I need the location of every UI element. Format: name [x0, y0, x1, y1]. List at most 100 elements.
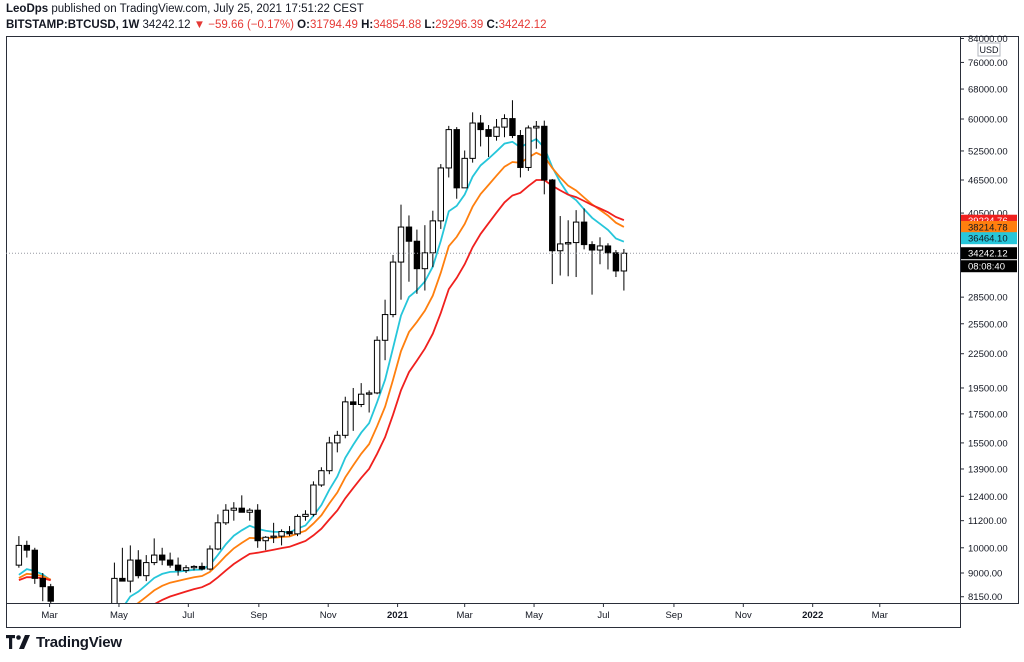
candle[interactable] [158, 547, 166, 566]
candle[interactable] [23, 540, 31, 558]
currency-box[interactable] [977, 42, 1001, 57]
high-label: H: [361, 19, 374, 31]
candle[interactable] [501, 114, 508, 138]
candle[interactable] [166, 552, 174, 568]
published-text: published on TradingView.com, July 25, 2… [51, 3, 364, 15]
candle[interactable] [397, 204, 405, 300]
candle[interactable] [525, 125, 532, 171]
candle[interactable] [143, 555, 150, 582]
candle[interactable] [262, 536, 269, 551]
candle[interactable] [254, 504, 261, 548]
candle[interactable] [310, 481, 317, 517]
candle-body-up [445, 129, 452, 169]
candle-body-down [517, 135, 524, 168]
candle[interactable] [612, 250, 620, 278]
candle[interactable] [47, 583, 54, 610]
candle[interactable] [365, 390, 373, 413]
candle-body-down [477, 122, 484, 131]
candle[interactable] [119, 547, 126, 582]
candle[interactable] [357, 383, 365, 408]
candle[interactable] [588, 241, 596, 295]
candle[interactable] [278, 529, 285, 546]
candle[interactable] [334, 430, 341, 453]
candle-body-up [127, 559, 134, 582]
candle-body-up [421, 252, 429, 270]
close-label: C: [486, 19, 499, 31]
y-tick-label: 46500.00 [968, 175, 1008, 186]
candle[interactable] [182, 565, 190, 573]
candle[interactable] [286, 526, 293, 537]
candle-body-up [15, 544, 23, 566]
candle[interactable] [151, 538, 158, 566]
candle-body-down [604, 245, 612, 254]
candle[interactable] [222, 504, 230, 525]
author-name[interactable]: LeoDps [6, 3, 49, 15]
candle-body-up [533, 125, 540, 129]
candle[interactable] [572, 210, 580, 278]
candle-body-up [278, 531, 285, 537]
candle[interactable] [238, 495, 245, 513]
candle[interactable] [549, 178, 556, 285]
candle[interactable] [389, 254, 397, 318]
x-tick-label: Mar [872, 610, 888, 621]
candle[interactable] [190, 565, 198, 571]
candle[interactable] [214, 514, 222, 551]
candle[interactable] [31, 547, 38, 584]
symbol-label[interactable]: BITSTAMP:BTCUSD, 1W [6, 19, 140, 31]
candle[interactable] [493, 119, 500, 141]
currency-label[interactable]: USD [979, 45, 999, 55]
candle[interactable] [557, 216, 564, 276]
candle[interactable] [302, 510, 309, 521]
candle[interactable] [421, 225, 429, 291]
candle[interactable] [270, 522, 277, 544]
candle[interactable] [381, 299, 389, 361]
symbol-legend: BITSTAMP:BTCUSD, 1W 34242.12 ▼ −59.66 (−… [6, 17, 1016, 33]
candle[interactable] [318, 467, 325, 487]
candle[interactable] [350, 387, 357, 431]
open-label: O: [297, 19, 310, 31]
candle-body-up [190, 565, 198, 569]
candle[interactable] [437, 164, 444, 229]
candle-body-up [357, 393, 365, 405]
candle-body-down [405, 226, 413, 242]
candle[interactable] [469, 112, 476, 163]
candle[interactable] [135, 550, 142, 579]
candle[interactable] [342, 396, 349, 439]
candle[interactable] [477, 115, 484, 147]
candle[interactable] [445, 125, 452, 178]
candle[interactable] [326, 436, 333, 475]
candle[interactable] [39, 573, 46, 602]
candle[interactable] [373, 336, 381, 395]
candle[interactable] [111, 562, 118, 614]
candle[interactable] [230, 502, 238, 521]
candle[interactable] [405, 215, 413, 282]
candle-body-up [222, 509, 230, 524]
candle[interactable] [413, 229, 421, 294]
candle[interactable] [620, 248, 628, 291]
candle[interactable] [509, 100, 516, 139]
candle[interactable] [541, 120, 548, 195]
candle-body-up [334, 434, 341, 444]
tradingview-logo[interactable]: TradingView [6, 632, 122, 652]
candle[interactable] [564, 220, 572, 277]
candle[interactable] [517, 130, 524, 178]
candle[interactable] [453, 127, 460, 199]
candle[interactable] [485, 125, 492, 157]
candle[interactable] [127, 545, 134, 593]
candle[interactable] [15, 536, 23, 568]
candle-body-up [342, 401, 349, 436]
candle[interactable] [604, 243, 612, 270]
candle[interactable] [596, 237, 604, 265]
candle[interactable] [174, 557, 182, 576]
candle[interactable] [206, 545, 214, 571]
candle[interactable] [461, 150, 468, 189]
candle[interactable] [198, 562, 206, 571]
candle-body-up [143, 562, 150, 577]
x-tick-label: Sep [250, 610, 267, 621]
candle[interactable] [533, 121, 540, 149]
candle[interactable] [294, 514, 301, 537]
candle[interactable] [580, 208, 588, 250]
candle[interactable] [246, 508, 253, 521]
